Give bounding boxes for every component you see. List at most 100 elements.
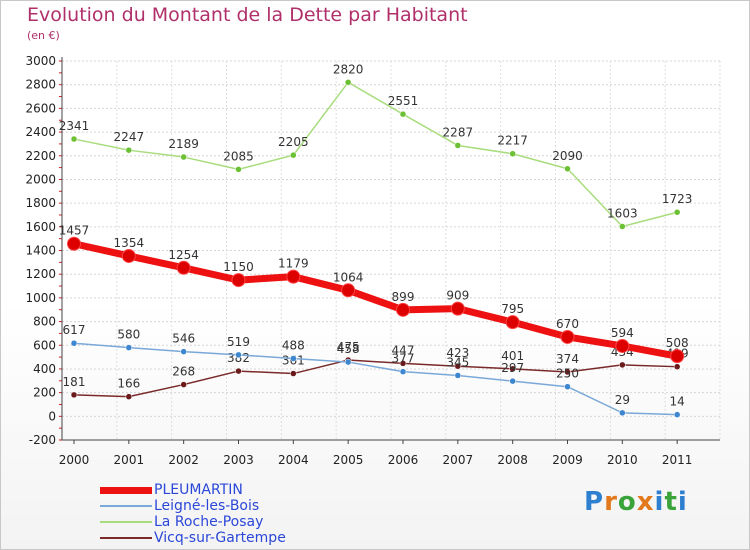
data-label: 2205 bbox=[278, 135, 309, 149]
data-point bbox=[180, 348, 187, 355]
data-label: 795 bbox=[501, 302, 524, 316]
y-tick-label: 2200 bbox=[25, 149, 56, 163]
y-tick-label: 600 bbox=[33, 338, 56, 352]
data-label: 1723 bbox=[662, 192, 693, 206]
data-label: 374 bbox=[556, 352, 579, 366]
data-label: 2085 bbox=[223, 149, 254, 163]
grid bbox=[59, 60, 721, 441]
data-label: 594 bbox=[611, 326, 634, 340]
x-tick-label: 2005 bbox=[333, 453, 364, 467]
y-tick-label: 3000 bbox=[25, 54, 56, 68]
y-tick-label: 800 bbox=[33, 315, 56, 329]
y-tick-label: 1400 bbox=[25, 244, 56, 258]
data-point bbox=[560, 329, 575, 344]
data-label: 1603 bbox=[607, 206, 638, 220]
data-label: 546 bbox=[172, 332, 195, 346]
data-label: 909 bbox=[446, 289, 469, 303]
y-tick-label: 2000 bbox=[25, 172, 56, 186]
data-point bbox=[454, 362, 462, 370]
proxiti-logo: Proxiti bbox=[584, 487, 688, 517]
x-tick-label: 2002 bbox=[168, 453, 199, 467]
legend-label: Leigné-les-Bois bbox=[154, 498, 260, 514]
data-point bbox=[509, 377, 516, 385]
data-point bbox=[619, 223, 626, 230]
data-label: 1064 bbox=[333, 270, 364, 284]
data-label: 377 bbox=[392, 352, 415, 366]
data-point bbox=[176, 260, 191, 275]
data-label: 297 bbox=[501, 361, 524, 375]
data-point bbox=[286, 269, 301, 284]
legend-label: Vicq-sur-Gartempe bbox=[154, 530, 286, 546]
data-point bbox=[505, 315, 520, 330]
data-label: 899 bbox=[392, 290, 415, 304]
y-tick-label: 1000 bbox=[25, 291, 56, 305]
data-label: 458 bbox=[337, 342, 360, 356]
data-label: 268 bbox=[172, 365, 195, 379]
legend-swatch bbox=[100, 537, 152, 539]
x-tick-label: 2008 bbox=[497, 453, 528, 467]
data-point bbox=[673, 208, 681, 216]
data-point bbox=[344, 358, 352, 366]
logo-letter: i bbox=[654, 487, 665, 517]
y-tick-label: 2600 bbox=[25, 101, 56, 115]
data-point bbox=[344, 79, 352, 86]
y-tick-label: 1800 bbox=[25, 196, 56, 210]
y-tick-label: 1200 bbox=[25, 267, 56, 281]
data-point bbox=[673, 363, 681, 370]
series-line bbox=[70, 240, 681, 360]
data-point bbox=[180, 381, 187, 388]
data-label: 2341 bbox=[59, 119, 90, 133]
data-label: 1179 bbox=[278, 257, 309, 271]
data-point bbox=[125, 146, 133, 154]
x-tick-label: 2009 bbox=[552, 453, 583, 467]
data-point bbox=[509, 365, 516, 373]
series-pleumartin: 1457 1354 1254 1150 1179 1064 899 909 795 670 594 5… bbox=[59, 224, 689, 364]
logo-letter: P bbox=[584, 487, 605, 517]
data-label: 617 bbox=[63, 323, 86, 337]
data-label: 447 bbox=[392, 343, 415, 357]
data-point bbox=[290, 370, 297, 377]
data-label: 423 bbox=[446, 346, 469, 360]
data-point bbox=[399, 110, 407, 118]
y-tick-label: 200 bbox=[33, 386, 56, 400]
data-point bbox=[619, 361, 626, 369]
data-label: 181 bbox=[63, 375, 86, 389]
data-point bbox=[290, 355, 297, 362]
data-point bbox=[235, 351, 242, 359]
y-tick-label: 0 bbox=[48, 409, 56, 423]
data-point bbox=[564, 368, 571, 376]
data-label: 166 bbox=[117, 377, 140, 391]
logo-letter: r bbox=[604, 487, 618, 517]
data-point bbox=[454, 142, 462, 149]
data-label: 345 bbox=[446, 355, 469, 369]
x-tick-label: 2003 bbox=[223, 453, 254, 467]
x-tick-label: 2006 bbox=[388, 453, 419, 467]
data-point bbox=[619, 409, 626, 417]
x-tick-label: 2000 bbox=[59, 453, 90, 467]
data-point bbox=[180, 153, 187, 161]
data-label: 2551 bbox=[388, 94, 419, 108]
data-point bbox=[341, 283, 356, 298]
data-label: 2820 bbox=[333, 62, 364, 76]
logo-letter: o bbox=[617, 487, 637, 517]
data-label: 1254 bbox=[168, 248, 199, 262]
legend-label: La Roche-Posay bbox=[154, 514, 264, 530]
data-label: 519 bbox=[227, 335, 250, 349]
data-point bbox=[615, 338, 630, 353]
data-point bbox=[125, 393, 133, 400]
data-point bbox=[670, 349, 685, 364]
data-point bbox=[70, 135, 78, 143]
data-point bbox=[121, 248, 136, 263]
y-tick-label: 400 bbox=[33, 362, 56, 376]
data-label: 2287 bbox=[443, 125, 474, 139]
series-leign-les-bois: 617 580 546 519 488 458 377 345 297 250 29 14 bbox=[63, 323, 685, 418]
data-point bbox=[399, 360, 407, 367]
data-label: 29 bbox=[615, 393, 630, 407]
data-point bbox=[231, 273, 246, 288]
logo-letter: x bbox=[636, 487, 655, 517]
data-label: 2189 bbox=[168, 137, 199, 151]
data-point bbox=[70, 339, 78, 347]
data-point bbox=[673, 411, 681, 418]
legend-label: PLEUMARTIN bbox=[154, 482, 243, 498]
